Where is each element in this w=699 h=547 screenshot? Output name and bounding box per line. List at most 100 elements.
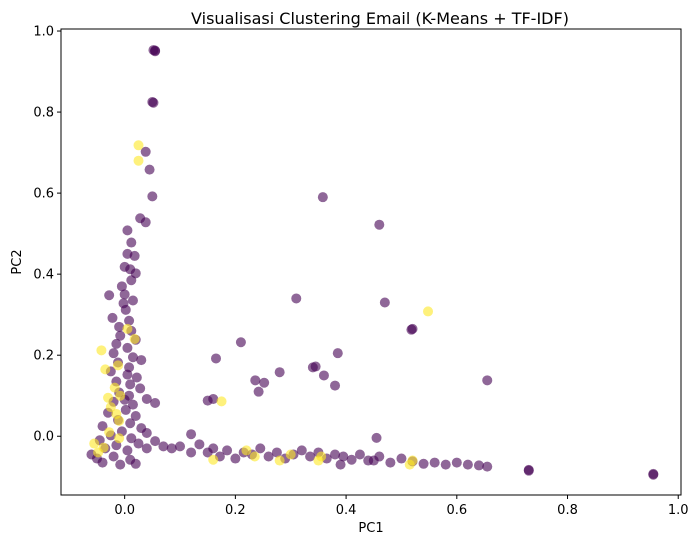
scatter-point xyxy=(126,275,137,286)
x-tick-label: 0.6 xyxy=(446,503,467,518)
scatter-point xyxy=(115,330,126,341)
scatter-point xyxy=(120,304,131,315)
scatter-point xyxy=(114,321,125,332)
scatter-point xyxy=(105,402,116,413)
scatter-point xyxy=(147,191,158,202)
scatter-point xyxy=(115,390,126,401)
y-axis: 0.0 0.2 0.4 0.6 0.8 1.0 xyxy=(33,25,61,445)
scatter-point xyxy=(166,443,177,454)
scatter-point xyxy=(158,441,169,452)
y-tick-label: 0.2 xyxy=(33,349,54,364)
y-tick-label: 0.8 xyxy=(33,106,54,121)
scatter-point xyxy=(385,457,396,468)
scatter-point xyxy=(407,323,418,334)
x-axis: 0.0 0.2 0.4 0.6 0.8 1.0 xyxy=(114,495,689,518)
scatter-point xyxy=(230,453,241,464)
scatter-point xyxy=(186,429,197,440)
scatter-point xyxy=(125,379,136,390)
scatter-point xyxy=(462,459,473,470)
scatter-point xyxy=(175,441,186,452)
scatter-point xyxy=(208,393,219,404)
scatter-point xyxy=(404,459,415,470)
scatter-point xyxy=(418,458,429,469)
scatter-point xyxy=(473,460,484,471)
scatter-point xyxy=(122,225,133,236)
scatter-point xyxy=(451,457,462,468)
scatter-point xyxy=(125,418,136,429)
scatter-point xyxy=(150,436,161,447)
scatter-point xyxy=(122,445,133,456)
scatter-point xyxy=(186,447,197,458)
scatter-point xyxy=(335,459,346,470)
scatter-point xyxy=(374,219,385,230)
scatter-point xyxy=(136,355,147,366)
x-tick-label: 0.4 xyxy=(336,503,357,518)
scatter-point xyxy=(127,352,138,363)
scatter-point xyxy=(93,447,104,458)
scatter-point xyxy=(127,399,138,410)
scatter-point xyxy=(127,295,138,306)
scatter-point xyxy=(129,333,140,344)
scatter-point xyxy=(130,410,141,421)
scatter-point xyxy=(108,451,119,462)
scatter-point xyxy=(119,289,130,300)
scatter-point xyxy=(440,459,451,470)
scatter-point xyxy=(133,140,144,151)
scatter-point xyxy=(140,146,151,157)
x-tick-label: 1.0 xyxy=(668,503,689,518)
y-tick-label: 0.0 xyxy=(33,430,54,445)
scatter-point xyxy=(113,360,124,371)
scatter-point xyxy=(133,155,144,166)
y-axis-label: PC2 xyxy=(10,249,25,274)
scatter-point xyxy=(103,392,114,403)
scatter-point xyxy=(338,451,349,462)
scatter-point xyxy=(222,445,233,456)
scatter-point xyxy=(317,192,328,203)
scatter-point xyxy=(116,281,127,292)
scatter-point xyxy=(482,461,493,472)
scatter-point xyxy=(122,323,133,334)
scatter-point xyxy=(285,449,296,460)
scatter-point xyxy=(274,455,285,466)
plot-frame xyxy=(60,28,682,496)
scatter-point xyxy=(144,164,155,175)
scatter-point xyxy=(423,306,434,317)
scatter-point xyxy=(296,445,307,456)
scatter-point xyxy=(108,348,119,359)
scatter-point xyxy=(249,451,260,462)
scatter-point xyxy=(120,404,131,415)
scatter-point xyxy=(131,372,142,383)
y-tick-label: 1.0 xyxy=(33,25,54,40)
scatter-point xyxy=(126,237,137,248)
scatter-point xyxy=(148,97,159,108)
scatter-point xyxy=(241,445,252,456)
scatter-point xyxy=(330,449,341,460)
chart-title: Visualisasi Clustering Email (K-Means + … xyxy=(191,9,569,28)
scatter-point xyxy=(307,362,318,373)
points-layer xyxy=(86,45,659,480)
scatter-point xyxy=(371,432,382,443)
scatter-point xyxy=(368,455,379,466)
scatter-point xyxy=(274,367,285,378)
scatter-point xyxy=(318,370,329,381)
scatter-point xyxy=(332,348,343,359)
x-tick-label: 0.2 xyxy=(225,503,246,518)
scatter-point xyxy=(482,375,493,386)
scatter-point xyxy=(107,312,118,323)
scatter-point xyxy=(129,250,140,261)
scatter-point xyxy=(111,338,122,349)
scatter-point xyxy=(100,364,111,375)
scatter-point xyxy=(263,451,274,462)
scatter-point xyxy=(255,443,266,454)
scatter-point xyxy=(122,369,133,380)
scatter-point xyxy=(216,396,227,407)
scatter-point xyxy=(250,375,261,386)
scatter-point xyxy=(140,217,151,228)
scatter-point xyxy=(291,293,302,304)
scatter-point xyxy=(208,443,219,454)
scatter-point xyxy=(316,451,327,462)
scatter-point xyxy=(379,297,390,308)
scatter-point xyxy=(114,433,125,444)
scatter-point xyxy=(305,451,316,462)
